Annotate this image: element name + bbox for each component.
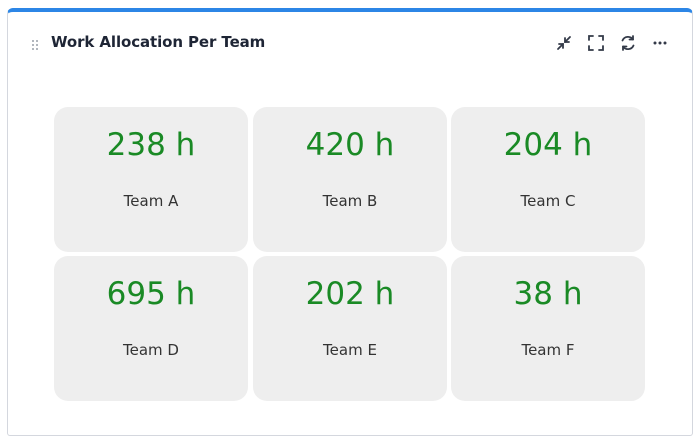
refresh-button[interactable] — [617, 32, 639, 54]
collapse-button[interactable] — [553, 32, 575, 54]
tile-label: Team B — [322, 192, 378, 210]
tile-label: Team C — [520, 192, 576, 210]
tile-label: Team D — [123, 341, 179, 359]
tile-value: 695 h — [106, 276, 196, 312]
tile-value: 202 h — [305, 276, 395, 312]
more-options-button[interactable] — [649, 32, 671, 54]
team-tile[interactable]: 204 h Team C — [451, 107, 645, 252]
widget-header: Work Allocation Per Team — [8, 12, 692, 68]
tile-value: 38 h — [513, 276, 583, 312]
team-tile[interactable]: 238 h Team A — [54, 107, 248, 252]
drag-handle-icon[interactable] — [31, 36, 39, 50]
fullscreen-button[interactable] — [585, 32, 607, 54]
refresh-icon — [621, 35, 635, 51]
widget-title: Work Allocation Per Team — [51, 33, 266, 51]
work-allocation-widget: Work Allocation Per Team — [7, 8, 693, 436]
tile-value: 238 h — [106, 127, 196, 163]
collapse-icon — [557, 36, 571, 50]
team-tiles-grid: 238 h Team A 420 h Team B 204 h Team C 6… — [54, 107, 648, 403]
tile-label: Team A — [123, 192, 179, 210]
tile-label: Team F — [521, 341, 575, 359]
fullscreen-icon — [588, 35, 604, 51]
team-tile[interactable]: 420 h Team B — [253, 107, 447, 252]
team-tile[interactable]: 695 h Team D — [54, 256, 248, 401]
more-icon — [653, 41, 667, 45]
tile-value: 420 h — [305, 127, 395, 163]
tile-label: Team E — [323, 341, 377, 359]
team-tile[interactable]: 38 h Team F — [451, 256, 645, 401]
team-tile[interactable]: 202 h Team E — [253, 256, 447, 401]
tile-value: 204 h — [503, 127, 593, 163]
